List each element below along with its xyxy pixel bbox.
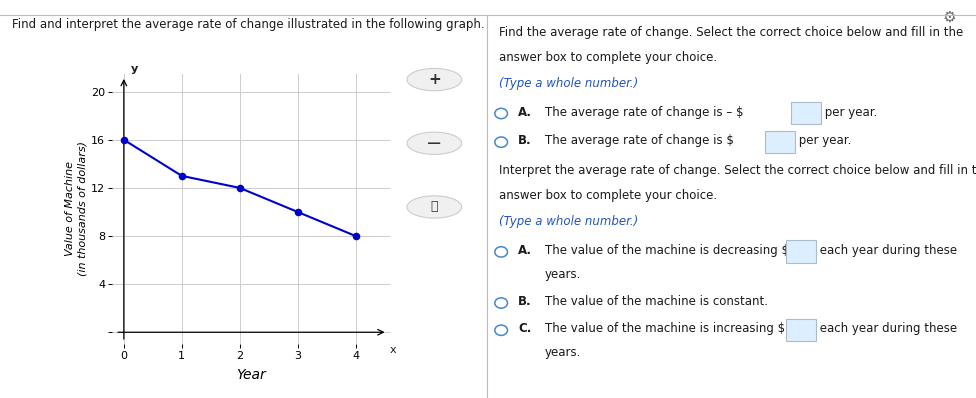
FancyBboxPatch shape [786,319,816,341]
Point [232,185,248,191]
Point [290,209,305,215]
Text: y: y [131,64,138,74]
Text: The average rate of change is – $: The average rate of change is – $ [545,105,744,119]
FancyBboxPatch shape [786,240,816,263]
Text: A.: A. [518,244,532,257]
Text: A.: A. [518,105,532,119]
Text: −: − [427,134,442,153]
Text: answer box to complete your choice.: answer box to complete your choice. [499,51,716,64]
Text: The value of the machine is increasing $: The value of the machine is increasing $ [545,322,785,335]
Text: years.: years. [545,346,582,359]
Text: each year during these: each year during these [816,244,957,257]
Text: (Type a whole number.): (Type a whole number.) [499,215,638,228]
Text: ⚙: ⚙ [943,10,956,25]
Y-axis label: Value of Machine
(in thousands of dollars): Value of Machine (in thousands of dollar… [65,141,87,277]
Point [347,233,363,239]
Text: per year.: per year. [795,134,852,147]
Text: years.: years. [545,268,582,281]
Text: per year.: per year. [821,105,877,119]
Text: +: + [427,72,441,87]
Point [174,173,189,179]
Text: Interpret the average rate of change. Select the correct choice below and fill i: Interpret the average rate of change. Se… [499,164,976,177]
Text: answer box to complete your choice.: answer box to complete your choice. [499,189,716,203]
Text: B.: B. [518,134,532,147]
Text: B.: B. [518,295,532,308]
Text: C.: C. [518,322,532,335]
X-axis label: Year: Year [236,368,266,382]
Text: ⤢: ⤢ [430,201,438,213]
Text: The value of the machine is constant.: The value of the machine is constant. [545,295,768,308]
Text: The value of the machine is decreasing $: The value of the machine is decreasing $ [545,244,789,257]
Text: Find and interpret the average rate of change illustrated in the following graph: Find and interpret the average rate of c… [12,18,485,31]
FancyBboxPatch shape [791,102,821,124]
Point [116,137,132,143]
Text: (Type a whole number.): (Type a whole number.) [499,77,638,90]
FancyBboxPatch shape [765,131,795,153]
Text: each year during these: each year during these [816,322,957,335]
Text: The average rate of change is $: The average rate of change is $ [545,134,734,147]
Text: Find the average rate of change. Select the correct choice below and fill in the: Find the average rate of change. Select … [499,26,963,39]
Text: x: x [389,345,396,355]
